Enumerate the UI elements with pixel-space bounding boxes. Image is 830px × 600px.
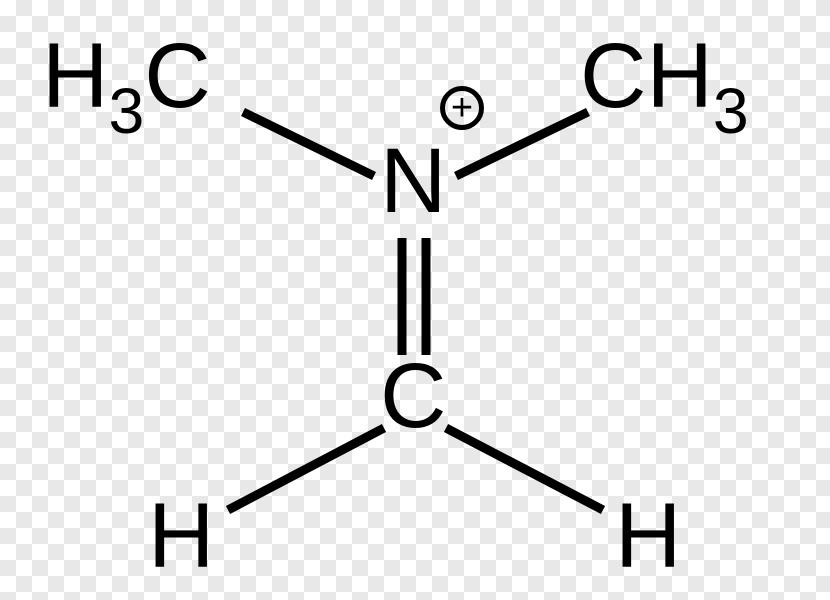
- bond-c-to-h-right: [446, 428, 603, 510]
- atom-hydrogen-left: H: [148, 490, 214, 582]
- positive-charge-icon: +: [440, 86, 484, 130]
- atom-ch3-right: CH3: [580, 30, 749, 137]
- chemical-structure-diagram: H3C CH3 N C H H +: [0, 0, 830, 600]
- atom-nitrogen: N: [380, 135, 446, 227]
- charge-symbol: +: [451, 99, 473, 118]
- bond-c-to-h-left: [228, 428, 384, 510]
- atom-carbon: C: [380, 350, 446, 442]
- atom-hydrogen-right: H: [615, 490, 681, 582]
- atom-ch3-left: H3C: [42, 30, 211, 137]
- bond-n-to-ch3-left: [243, 112, 374, 176]
